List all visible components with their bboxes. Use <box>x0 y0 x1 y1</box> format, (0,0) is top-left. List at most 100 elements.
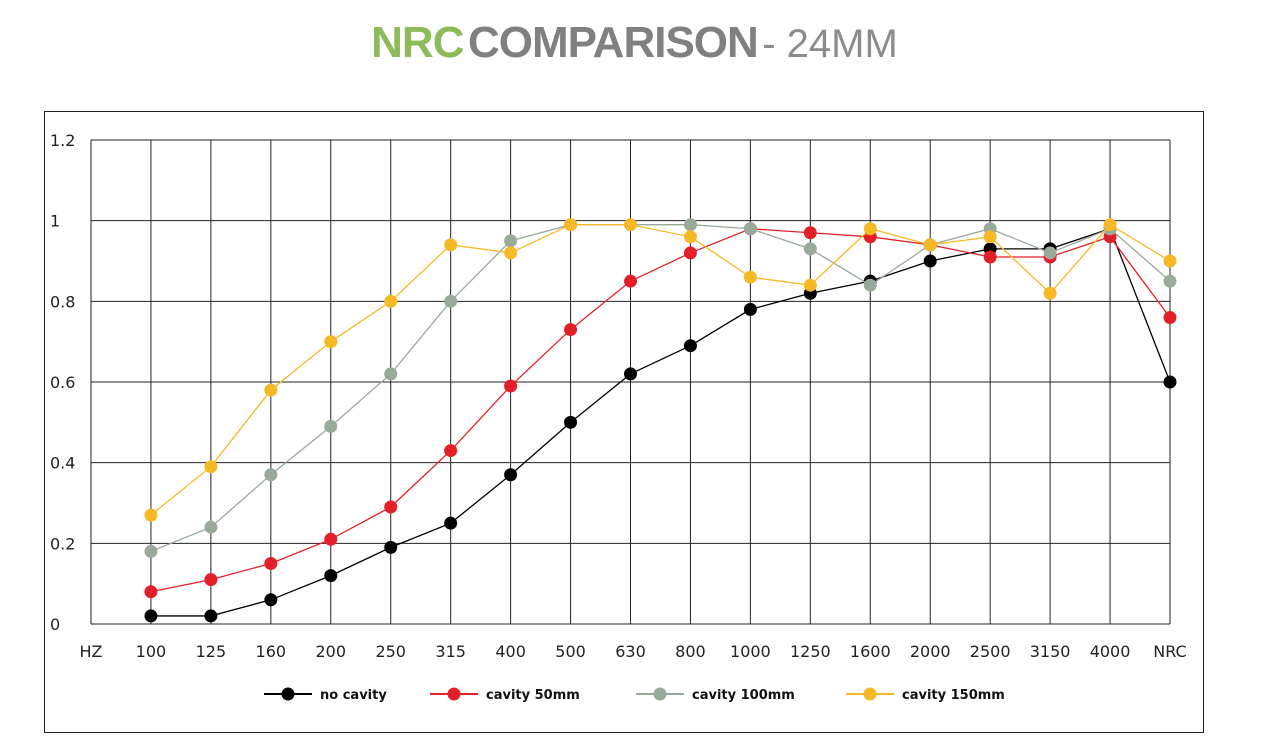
data-point-series-3 <box>444 294 458 308</box>
data-point-series-1 <box>204 609 218 623</box>
data-point-series-3 <box>1043 246 1057 260</box>
data-point-series-4 <box>1043 286 1057 300</box>
data-point-series-4 <box>384 294 398 308</box>
series-line-1 <box>150 227 1171 617</box>
legend-marker-1 <box>281 687 295 701</box>
x-tick-label: 500 <box>555 642 586 661</box>
legend-label-3: cavity 100mm <box>692 688 795 703</box>
data-point-series-2 <box>204 573 218 587</box>
data-point-series-4 <box>204 460 218 474</box>
data-point-series-4 <box>324 335 338 349</box>
data-point-series-4 <box>923 238 937 252</box>
data-point-series-1 <box>324 569 338 583</box>
data-point-series-3 <box>504 234 518 248</box>
data-point-series-4 <box>624 218 637 232</box>
legend-marker-3 <box>653 687 667 701</box>
data-point-series-3 <box>863 278 877 292</box>
x-tick-label: 2000 <box>910 642 951 661</box>
data-point-series-2 <box>324 532 338 546</box>
data-point-series-1 <box>683 339 697 353</box>
x-tick-label: 800 <box>675 642 706 661</box>
chart-title: NRC COMPARISON - 24MM <box>0 18 1269 68</box>
data-point-series-3 <box>264 468 278 482</box>
data-point-series-1 <box>743 302 757 316</box>
data-point-series-1 <box>384 540 398 554</box>
data-point-series-2 <box>683 246 697 260</box>
y-tick-label: 1.2 <box>50 131 75 150</box>
data-point-series-1 <box>144 609 158 623</box>
data-point-series-3 <box>144 544 158 558</box>
x-tick-label: 400 <box>495 642 526 661</box>
data-point-series-3 <box>324 419 338 433</box>
data-point-series-3 <box>204 520 218 534</box>
legend-marker-2 <box>447 687 461 701</box>
data-point-series-2 <box>1163 310 1177 324</box>
legend-label-2: cavity 50mm <box>486 688 580 703</box>
series-line-2 <box>150 228 1171 593</box>
data-point-series-2 <box>144 585 158 599</box>
data-point-series-2 <box>564 323 578 337</box>
x-tick-label: 160 <box>256 642 287 661</box>
y-tick-label: 0.6 <box>50 373 75 392</box>
data-point-series-2 <box>504 379 518 393</box>
x-tick-label: 3150 <box>1030 642 1071 661</box>
data-point-series-4 <box>504 246 518 260</box>
x-tick-label: 250 <box>375 642 406 661</box>
x-tick-label: 630 <box>615 642 646 661</box>
data-point-series-2 <box>983 250 997 264</box>
y-tick-label: 0.8 <box>50 292 75 311</box>
data-point-series-1 <box>504 468 518 482</box>
x-tick-label: HZ <box>80 642 103 661</box>
x-tick-label: 1600 <box>850 642 891 661</box>
y-tick-label: 1 <box>50 212 60 231</box>
series-line-4 <box>150 223 1171 516</box>
data-point-series-2 <box>803 226 817 240</box>
x-tick-label: 1250 <box>790 642 831 661</box>
series-line-3 <box>150 224 1171 553</box>
data-point-series-2 <box>384 500 398 514</box>
data-point-series-3 <box>803 242 817 256</box>
data-point-series-1 <box>923 254 937 268</box>
data-point-series-4 <box>564 218 578 232</box>
data-point-series-1 <box>1163 375 1177 389</box>
x-tick-label: 2500 <box>970 642 1011 661</box>
title-nrc: NRC <box>371 18 464 67</box>
data-point-series-4 <box>1103 218 1117 232</box>
y-tick-label: 0.2 <box>50 534 75 553</box>
data-point-series-4 <box>683 230 697 244</box>
title-comparison: COMPARISON <box>467 18 759 67</box>
data-point-series-3 <box>1163 274 1177 288</box>
data-point-series-2 <box>264 557 278 570</box>
data-point-series-4 <box>144 508 158 522</box>
data-point-series-3 <box>683 218 697 232</box>
x-tick-label: 1000 <box>730 642 771 661</box>
legend-marker-4 <box>863 687 877 701</box>
x-tick-label: 200 <box>316 642 347 661</box>
legend-label-4: cavity 150mm <box>902 688 1005 703</box>
data-point-series-4 <box>803 278 817 292</box>
data-point-series-1 <box>444 516 458 530</box>
data-point-series-4 <box>743 270 757 284</box>
chart-frame <box>44 111 1204 733</box>
data-point-series-1 <box>564 415 578 429</box>
x-tick-label: NRC <box>1153 642 1186 661</box>
x-tick-label: 4000 <box>1090 642 1131 661</box>
data-point-series-1 <box>624 367 637 381</box>
data-point-series-4 <box>983 230 997 244</box>
y-tick-label: 0.4 <box>50 454 75 473</box>
legend-label-1: no cavity <box>320 688 387 703</box>
data-point-series-3 <box>384 367 398 381</box>
data-point-series-4 <box>1163 254 1177 268</box>
x-tick-label: 125 <box>196 642 227 661</box>
x-tick-label: 315 <box>435 642 466 661</box>
data-point-series-3 <box>743 222 757 236</box>
data-point-series-2 <box>624 274 637 288</box>
x-tick-label: 100 <box>136 642 167 661</box>
y-tick-label: 0 <box>50 615 60 634</box>
data-point-series-2 <box>444 444 458 458</box>
data-point-series-4 <box>264 383 278 397</box>
data-point-series-4 <box>863 222 877 236</box>
data-point-series-1 <box>264 593 278 607</box>
title-thickness: - 24MM <box>762 22 898 66</box>
